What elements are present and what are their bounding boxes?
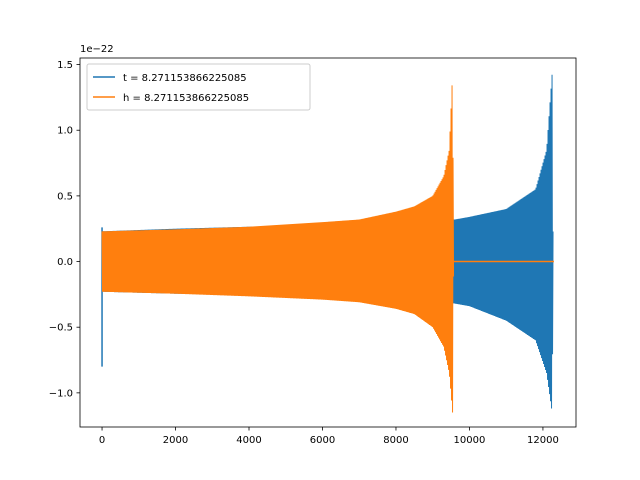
y-tick-label: 0.5 — [57, 191, 73, 202]
axes: 0 2000 4000 6000 8000 10000 12000 −1.0 −0.5 0.0 0.… — [49, 57, 577, 446]
legend-box — [86, 63, 311, 111]
x-tick-label: 10000 — [454, 435, 486, 446]
y-tick-label: −1.0 — [49, 388, 73, 399]
legend: t = 8.271153866225085 h = 8.271153866225… — [86, 63, 311, 111]
y-tick-label: 0.0 — [57, 257, 73, 268]
x-tick-label: 0 — [99, 435, 105, 446]
axes-frame — [79, 57, 577, 428]
y-tick-label: −0.5 — [49, 323, 73, 334]
x-tick-label: 4000 — [236, 435, 261, 446]
y-tick-label: 1.0 — [57, 126, 73, 137]
x-tick-label: 2000 — [163, 435, 188, 446]
x-tick-label: 8000 — [383, 435, 408, 446]
legend-label-h: h = 8.271153866225085 — [123, 93, 249, 104]
series-h-line — [101, 85, 455, 413]
legend-label-t: t = 8.271153866225085 — [123, 73, 247, 84]
plot-area — [101, 74, 554, 413]
x-tick-label: 12000 — [527, 435, 559, 446]
y-tick-label: 1.5 — [57, 60, 73, 71]
y-offset-label: 1e−22 — [80, 44, 114, 55]
x-tick-label: 6000 — [310, 435, 335, 446]
